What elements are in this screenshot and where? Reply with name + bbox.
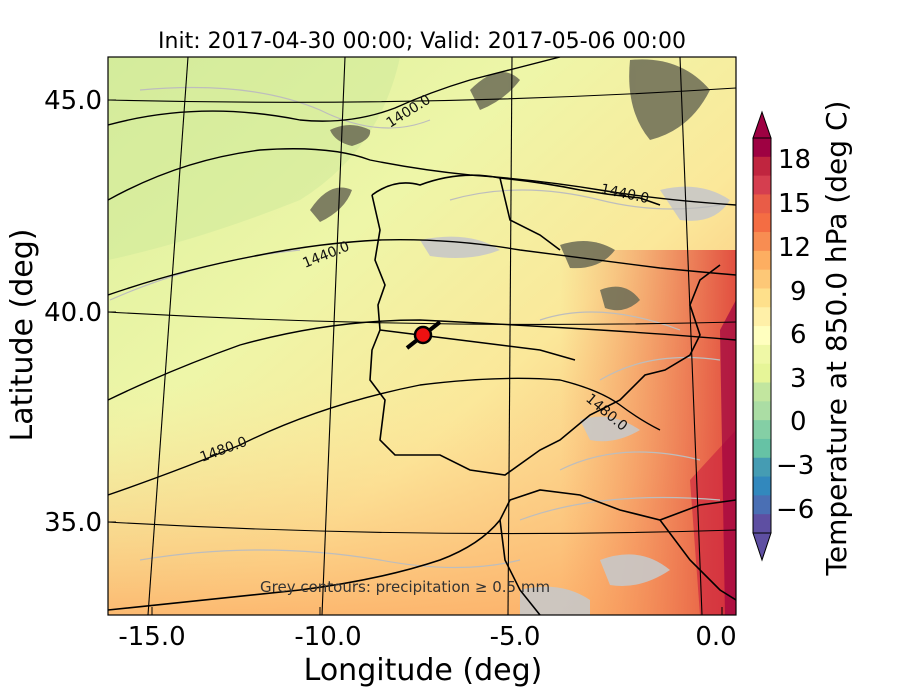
colorbar-segment — [753, 495, 771, 515]
colorbar-frame — [752, 137, 772, 534]
colorbar-segment — [753, 288, 771, 308]
coastlines — [108, 174, 736, 615]
colorbar-segment — [753, 250, 771, 271]
colorbar: 18 15 12 9 6 3 0 −3 −6 Temperature at 85… — [752, 101, 853, 577]
plot-title: Init: 2017-04-30 00:00; Valid: 2017-05-0… — [158, 29, 686, 54]
x-axis: -15.0 -10.0 -5.0 0.0 Longitude (deg) — [118, 607, 737, 688]
y-tick-label: 40.0 — [44, 298, 102, 328]
colorbar-tick-label: −6 — [776, 495, 814, 525]
x-axis-label: Longitude (deg) — [304, 653, 543, 688]
colorbar-segment — [753, 156, 771, 177]
cool-northwest-field — [108, 57, 400, 260]
colorbar-segment — [753, 194, 771, 214]
colorbar-segment — [753, 476, 771, 496]
precip-patches — [420, 186, 730, 615]
colorbar-tick-label: 0 — [790, 407, 807, 437]
colorbar-segment — [753, 438, 771, 459]
colorbar-segment — [753, 382, 771, 402]
colorbar-segment — [753, 326, 771, 346]
y-axis: 45.0 40.0 35.0 Latitude (deg) — [5, 86, 116, 538]
colorbar-segment — [753, 401, 771, 421]
colorbar-extend-max — [752, 110, 772, 139]
x-tick-label: -5.0 — [490, 622, 541, 652]
y-tick-label: 45.0 — [44, 86, 102, 116]
x-tick-label: -15.0 — [118, 622, 185, 652]
y-tick-label: 35.0 — [44, 508, 102, 538]
colorbar-tick-label: 9 — [790, 277, 807, 307]
colorbar-segment — [753, 363, 771, 384]
colorbar-extend-min — [752, 532, 772, 562]
colorbar-ticks: 18 15 12 9 6 3 0 −3 −6 — [776, 145, 814, 525]
colorbar-segment — [753, 213, 771, 233]
plot-frame — [107, 56, 737, 616]
colorbar-segments — [753, 138, 771, 534]
colorbar-segment — [753, 344, 771, 365]
colorbar-segment — [753, 307, 771, 327]
precip-note: Grey contours: precipitation ≥ 0.5 mm — [260, 578, 550, 596]
x-tick-label: -10.0 — [294, 622, 361, 652]
colorbar-tick-label: 6 — [790, 320, 807, 350]
colorbar-segment — [753, 420, 771, 440]
station-dot — [413, 325, 433, 345]
graticule — [108, 57, 736, 615]
station-marker — [405, 320, 442, 350]
colorbar-label: Temperature at 850.0 hPa (deg C) — [820, 101, 853, 577]
colorbar-tick-label: 15 — [778, 189, 811, 219]
map-area: 1400.0 1440.0 1440.0 1480.0 1480.0 — [108, 57, 736, 615]
colorbar-segment — [753, 175, 771, 195]
colorbar-tick-label: 18 — [778, 145, 811, 175]
y-axis-label: Latitude (deg) — [5, 229, 40, 442]
colorbar-tick-label: 12 — [778, 233, 811, 263]
colorbar-segment — [753, 138, 771, 158]
colorbar-tick-label: −3 — [776, 451, 814, 481]
colorbar-segment — [753, 514, 771, 534]
x-tick-label: 0.0 — [695, 622, 736, 652]
colorbar-segment — [753, 457, 771, 478]
hottest-strip-field — [720, 300, 736, 615]
colorbar-segment — [753, 269, 771, 289]
terrain-patches — [310, 59, 710, 311]
colorbar-segment — [753, 232, 771, 252]
colorbar-tick-label: 3 — [790, 364, 807, 394]
